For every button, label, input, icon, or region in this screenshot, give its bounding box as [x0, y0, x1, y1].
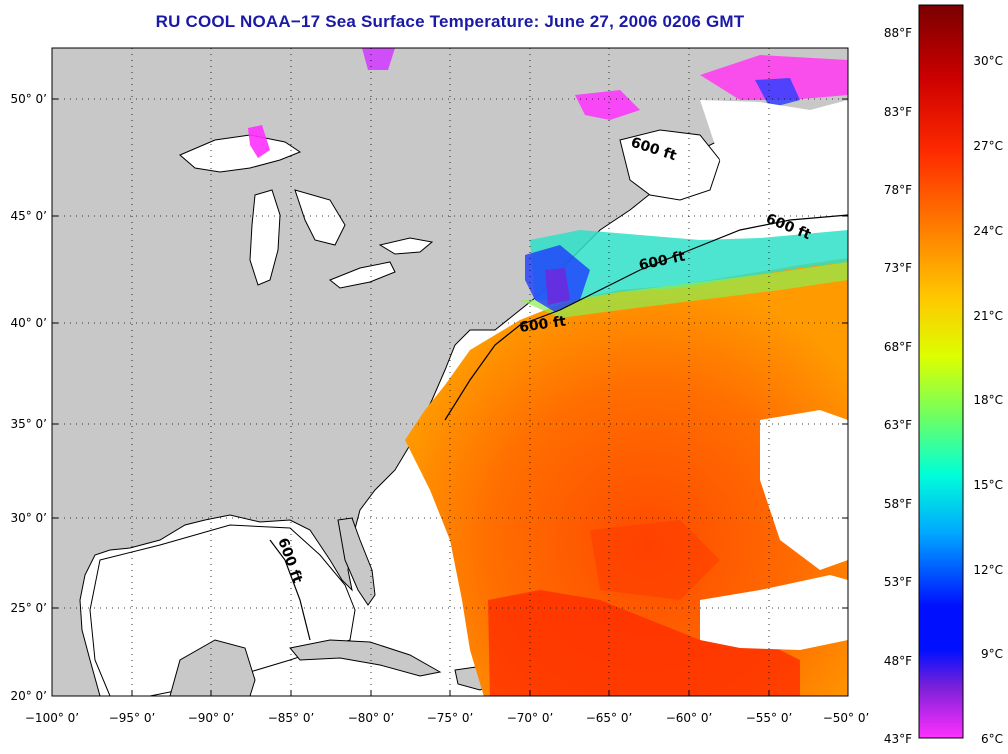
isobath-600ft-line [269, 214, 848, 641]
lake-erie [329, 261, 396, 289]
colorbar-f-43: 43°F [884, 732, 912, 746]
lat-label-25: 25° 0’ [10, 601, 47, 615]
sst-magenta-stlawrence [575, 90, 640, 120]
lon-label-55: −55° 0’ [746, 711, 793, 725]
colorbar-f-63: 63°F [884, 418, 912, 432]
colorbar-c-27: 27°C [973, 139, 1003, 153]
lat-label-35: 35° 0’ [10, 417, 47, 431]
sst-green-band [520, 262, 848, 318]
colorbar-f-88: 88°F [884, 26, 912, 40]
colorbar-f-48: 48°F [884, 654, 912, 668]
colorbar-c-6: 6°C [981, 732, 1003, 746]
lon-label-70: −70° 0’ [507, 711, 554, 725]
sst-red-core [488, 590, 800, 696]
colorbar-c-24: 24°C [973, 224, 1003, 238]
lake-michigan [249, 189, 281, 286]
lake-ontario [378, 237, 434, 255]
contour-label-4: 600 ft [518, 314, 567, 336]
cloud-patch-east [760, 410, 848, 570]
lon-label-50: −50° 0’ [823, 711, 870, 725]
sst-red-patch [590, 520, 720, 600]
graticule [52, 48, 848, 696]
sst-warm-field [405, 258, 848, 696]
lon-label-85: −85° 0’ [268, 711, 315, 725]
cloud-patch-south [700, 575, 848, 650]
lon-label-80: −80° 0’ [348, 711, 395, 725]
colorbar-f-53: 53°F [884, 575, 912, 589]
lat-ticks [52, 98, 848, 609]
lon-label-100: −100° 0’ [25, 711, 79, 725]
colorbar-c-15: 15°C [973, 478, 1003, 492]
colorbar-f-73: 73°F [884, 261, 912, 275]
cloud-patch-labrador [700, 100, 848, 230]
lat-label-45: 45° 0’ [10, 209, 47, 223]
sst-cool-shelf [530, 230, 848, 302]
lat-label-30: 30° 0’ [10, 511, 47, 525]
cuba-land [289, 639, 442, 677]
map-title: RU COOL NOAA−17 Sea Surface Temperature:… [155, 12, 745, 31]
sst-magenta-labrador [700, 55, 848, 100]
sst-magenta-superior [248, 125, 270, 158]
colorbar-c-18: 18°C [973, 393, 1003, 407]
lat-label-40: 40° 0’ [10, 316, 47, 330]
colorbar-c-9: 9°C [981, 647, 1003, 661]
lon-label-60: −60° 0’ [666, 711, 713, 725]
gulf-st-lawrence [619, 129, 721, 201]
florida-land [337, 517, 376, 606]
lon-label-95: −95° 0’ [109, 711, 156, 725]
lon-label-65: −65° 0’ [586, 711, 633, 725]
colorbar-f-78: 78°F [884, 183, 912, 197]
lat-label-50: 50° 0’ [10, 92, 47, 106]
sst-magenta-hudson [362, 48, 395, 70]
colorbar-c-12: 12°C [973, 563, 1003, 577]
colorbar [918, 4, 964, 739]
colorbar-f-68: 68°F [884, 340, 912, 354]
lake-superior [179, 134, 302, 173]
map-panel: 600 ft 600 ft 600 ft 600 ft 600 ft [52, 48, 848, 696]
colorbar-f-83: 83°F [884, 105, 912, 119]
lon-ticks [131, 690, 770, 696]
yucatan-land [169, 639, 256, 696]
colorbar-f-58: 58°F [884, 497, 912, 511]
lon-label-75: −75° 0’ [427, 711, 474, 725]
lon-label-90: −90° 0’ [188, 711, 235, 725]
sst-blue-labrador [755, 78, 800, 108]
colorbar-c-21: 21°C [973, 309, 1003, 323]
lake-huron [294, 189, 346, 246]
colorbar-c-30: 30°C [973, 54, 1003, 68]
sst-purple-patch [545, 268, 570, 305]
lat-label-20: 20° 0’ [10, 689, 47, 703]
